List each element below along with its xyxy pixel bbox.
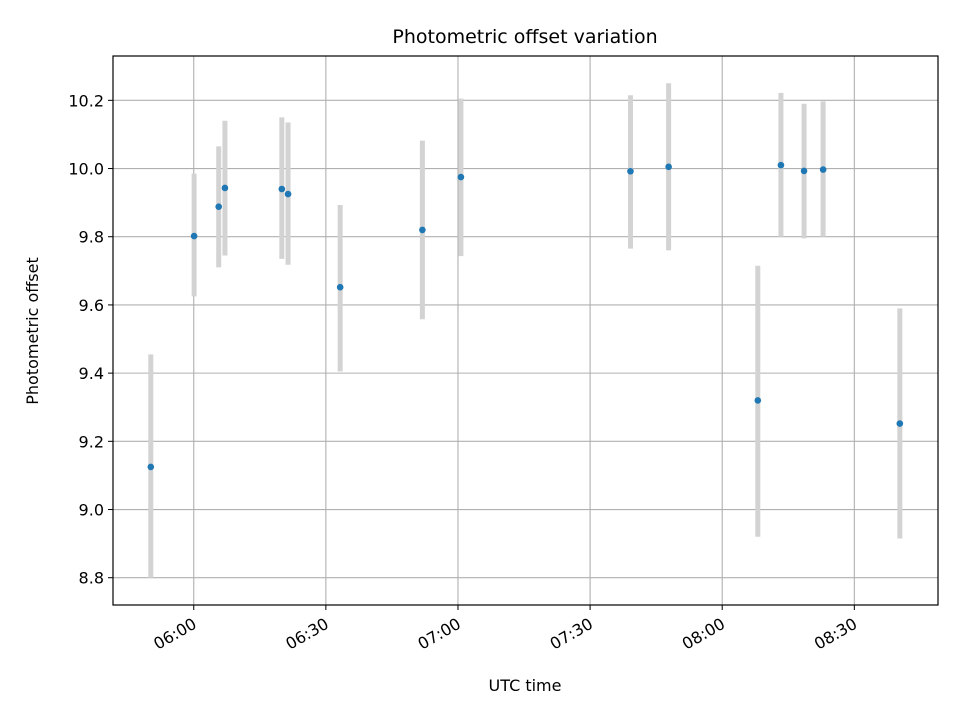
data-point (627, 167, 634, 175)
y-tick-label: 10.2 (68, 91, 104, 110)
data-point (754, 397, 762, 404)
x-tick-label: 07:30 (547, 614, 596, 654)
data-point (190, 232, 198, 240)
data-point (284, 190, 292, 198)
x-tick-label: 06:00 (150, 614, 199, 654)
grid-lines (113, 56, 938, 605)
data-point (419, 226, 426, 234)
data-point (147, 463, 155, 471)
y-axis-label: Photometric offset (23, 257, 42, 405)
y-tick-label: 9.0 (79, 501, 104, 520)
y-tick-label: 8.8 (79, 569, 104, 588)
x-tick-label: 08:30 (811, 614, 860, 654)
data-point (665, 163, 672, 171)
data-point (777, 161, 785, 169)
y-tick-label: 9.4 (79, 364, 104, 383)
data-point (819, 166, 827, 173)
data-point (221, 184, 229, 192)
y-tick-label: 9.2 (79, 432, 104, 451)
data-point (278, 185, 286, 193)
x-tick-label: 08:00 (679, 614, 728, 654)
data-points (147, 161, 904, 471)
data-point (800, 167, 808, 175)
axis-ticks: 06:00 06:30 07:00 07:30 08:00 08:30 8.8 9.0 9.2 9… (68, 91, 860, 653)
y-tick-label: 9.8 (79, 228, 104, 247)
x-axis-label: UTC time (489, 676, 562, 695)
error-bars (148, 83, 903, 578)
chart-title: Photometric offset variation (392, 26, 657, 48)
data-point (896, 420, 904, 427)
data-point (215, 203, 222, 211)
y-tick-label: 9.6 (79, 296, 104, 315)
data-point (336, 283, 344, 291)
x-tick-label: 06:30 (282, 614, 331, 654)
data-point (457, 173, 465, 181)
y-tick-label: 10.0 (68, 160, 104, 179)
plot-frame (112, 55, 939, 606)
x-tick-label: 07:00 (415, 614, 464, 654)
